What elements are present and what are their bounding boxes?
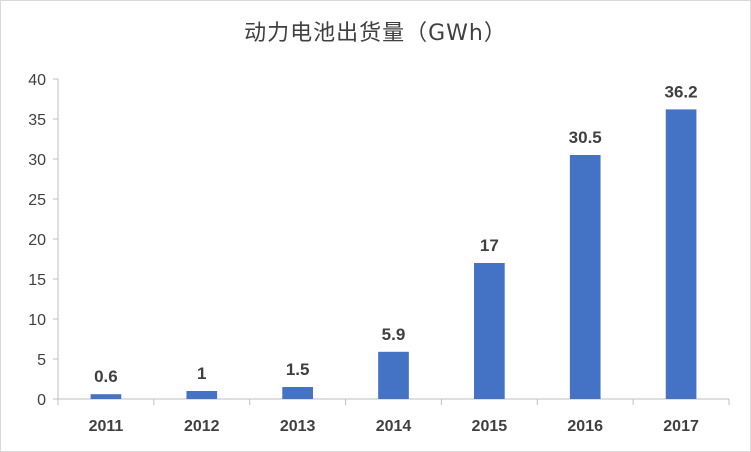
bar-2016 [569, 155, 601, 399]
data-label-2013: 1.5 [286, 360, 310, 379]
y-tick-label: 20 [28, 232, 46, 249]
bar-2013 [282, 387, 313, 399]
bars [90, 109, 697, 400]
y-tick-label: 35 [28, 112, 46, 129]
data-label-2012: 1 [197, 364, 206, 383]
bar-2014 [378, 351, 409, 399]
bar-2011 [90, 394, 122, 399]
data-labels: 0.6 1 1.5 5.9 17 30.5 36.2 [94, 82, 698, 386]
bar-2012 [186, 391, 218, 399]
data-label-2016: 30.5 [569, 128, 602, 147]
x-tick-label: 2016 [567, 418, 603, 435]
x-tick-label: 2011 [89, 418, 124, 435]
x-tick-label: 2013 [280, 418, 316, 435]
y-tick-label: 10 [28, 312, 46, 329]
x-axis: 2011 2012 2013 2014 2015 2016 2017 [57, 398, 730, 435]
data-label-2015: 17 [480, 236, 499, 255]
y-tick-label: 15 [28, 272, 46, 289]
bar-2017 [665, 109, 697, 400]
data-label-2017: 36.2 [665, 82, 698, 101]
chart-title: 动力电池出货量（GWh） [244, 21, 507, 46]
x-tick-label: 2014 [376, 418, 412, 435]
data-label-2014: 5.9 [382, 325, 406, 344]
x-tick-label: 2012 [184, 418, 220, 435]
y-tick-label: 30 [28, 152, 46, 169]
y-tick-label: 25 [28, 192, 46, 209]
x-tick-label: 2015 [472, 418, 508, 435]
x-tick-label: 2017 [663, 418, 699, 435]
bar-2015 [474, 263, 505, 399]
y-tick-label: 5 [37, 352, 46, 369]
y-tick-label: 0 [37, 392, 46, 409]
data-label-2011: 0.6 [94, 367, 118, 386]
y-axis: 0 5 10 15 20 25 30 35 40 [28, 72, 59, 409]
y-tick-label: 40 [28, 72, 46, 89]
